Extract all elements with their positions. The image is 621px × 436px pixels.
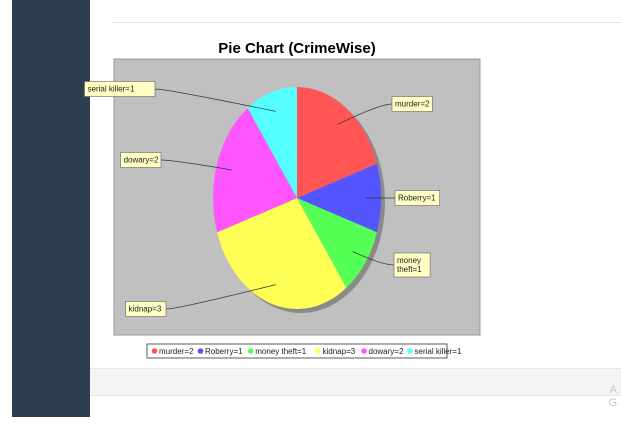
chart-title: Pie Chart (CrimeWise) xyxy=(218,40,376,57)
sidebar xyxy=(12,0,90,417)
legend-swatch-dowary xyxy=(361,348,367,354)
label-leader-murder xyxy=(337,103,393,125)
legend-swatch-kidnap xyxy=(315,348,321,354)
label-leader-money-theft xyxy=(352,251,395,266)
legend-item-dowary: dowary=2 xyxy=(369,347,404,356)
slice-label-serial-killer: serial killer=1 xyxy=(88,85,135,94)
label-box-serial-killer xyxy=(84,81,156,97)
legend-item-kidnap: kidnap=3 xyxy=(323,347,356,356)
slice-label-murder: murder=2 xyxy=(395,100,430,109)
legend-item-murder: murder=2 xyxy=(159,347,194,356)
legend-swatch-serial-killer xyxy=(407,348,413,354)
label-box-roberry xyxy=(394,190,441,206)
label-box-kidnap xyxy=(125,301,167,317)
slice-label-kidnap: kidnap=3 xyxy=(129,305,162,314)
content-top-divider xyxy=(112,0,621,23)
legend-item-money-theft: money theft=1 xyxy=(255,347,306,356)
label-leader-dowary xyxy=(160,159,232,171)
slice-label-roberry: Roberry=1 xyxy=(398,194,436,203)
label-leader-kidnap xyxy=(165,284,276,310)
pie-slice-kidnap xyxy=(217,198,347,309)
pie-slice-roberry xyxy=(297,163,382,233)
slice-label-money-theft: money theft=1 xyxy=(397,256,422,274)
legend xyxy=(146,343,448,359)
label-box-murder xyxy=(391,96,433,112)
label-box-dowary xyxy=(120,152,162,168)
pie-slice-money-theft xyxy=(297,198,377,288)
legend-item-serial-killer: serial killer=1 xyxy=(415,347,462,356)
legend-swatch-money-theft xyxy=(247,348,254,354)
slice-label-dowary: dowary=2 xyxy=(124,156,159,165)
label-leader-serial-killer xyxy=(154,88,276,112)
legend-swatch-murder xyxy=(151,348,158,354)
label-box-money-theft xyxy=(393,252,431,278)
legend-item-roberry: Roberry=1 xyxy=(205,347,243,356)
footer-faded-text: A G xyxy=(608,384,617,409)
pie-slice-dowary xyxy=(213,108,297,233)
legend-swatch-roberry xyxy=(197,348,204,354)
pie-slice-serial-killer xyxy=(247,87,297,198)
pie-slice-murder xyxy=(297,86,377,198)
footer-bar xyxy=(90,368,621,396)
